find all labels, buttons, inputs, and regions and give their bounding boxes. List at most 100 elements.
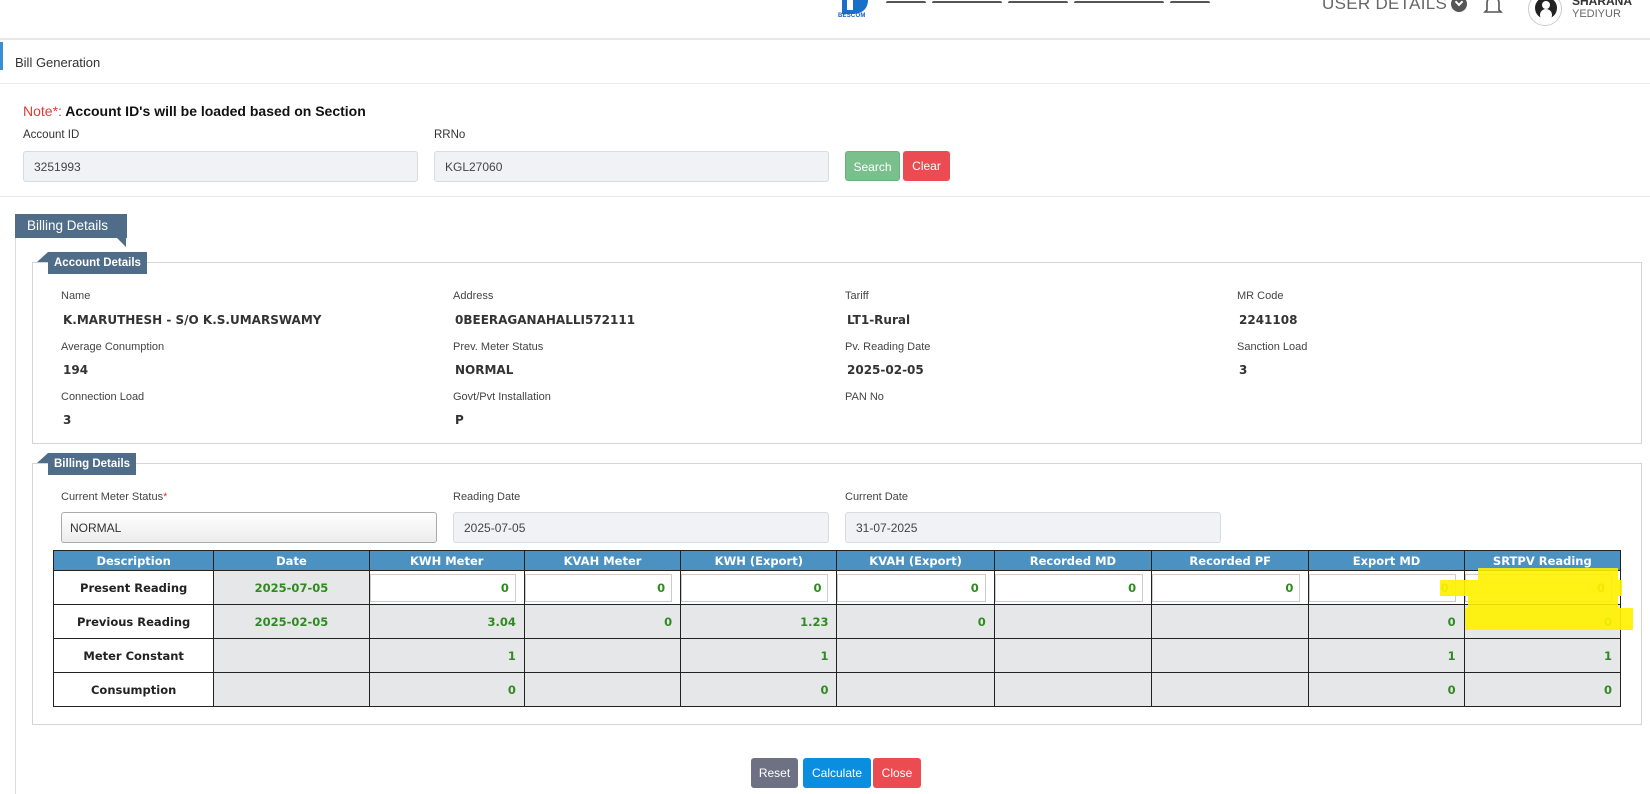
current-date-label: Current Date <box>845 491 908 503</box>
column-header: KVAH Meter <box>523 550 682 571</box>
kwh-meter-input[interactable]: 0 <box>368 570 525 605</box>
highlight-mark <box>1465 608 1633 630</box>
account-id-label: Account ID <box>23 129 80 141</box>
row-description: Consumption <box>52 672 215 707</box>
cell-value: 0 <box>524 573 673 602</box>
row-date <box>213 672 370 707</box>
bescom-logo-icon <box>842 0 868 14</box>
highlight-mark <box>1468 596 1618 608</box>
table-cell <box>993 672 1153 707</box>
avg-consumption-label: Average Conumption <box>61 341 165 353</box>
billing-details-legend: Billing Details <box>36 453 137 475</box>
table-cell: 1 <box>368 638 525 673</box>
govt-pvt-value: P <box>455 413 464 427</box>
avatar[interactable] <box>1528 0 1562 26</box>
user-details-menu[interactable]: USER DETAILS <box>1322 0 1468 14</box>
table-row-consumption: Consumption 0 0 0 0 <box>52 672 1622 707</box>
highlight-mark <box>1478 568 1618 580</box>
name-value: K.MARUTHESH - S/O K.S.UMARSWAMY <box>63 313 322 327</box>
cell-value: 0 <box>1309 573 1456 602</box>
rrno-input[interactable]: KGL27060 <box>434 151 829 182</box>
tariff-label: Tariff <box>845 290 869 302</box>
table-cell <box>1151 638 1310 673</box>
user-name: SHARANA <box>1572 0 1632 8</box>
reading-date-label: Reading Date <box>453 491 521 503</box>
column-header: KWH (Export) <box>680 550 838 571</box>
tariff-value: LT1-Rural <box>847 313 911 327</box>
table-cell: 1 <box>1308 638 1465 673</box>
current-meter-status-select[interactable]: NORMAL <box>61 512 437 543</box>
column-header: Date <box>213 550 370 571</box>
account-id-input[interactable]: 3251993 <box>23 151 418 182</box>
required-marker: * <box>163 491 168 503</box>
rrno-label: RRNo <box>434 129 466 141</box>
row-date: 2025-02-05 <box>213 604 370 639</box>
reading-date-input[interactable]: 2025-07-05 <box>453 512 829 543</box>
table-cell: 3.04 <box>368 604 525 639</box>
govt-pvt-label: Govt/Pvt Installation <box>453 391 551 403</box>
search-button[interactable]: Search <box>845 151 900 181</box>
note-prefix: Note*: <box>23 103 62 119</box>
kvah-export-input[interactable]: 0 <box>836 570 995 605</box>
pan-no-label: PAN No <box>845 391 884 403</box>
table-cell <box>1151 604 1310 639</box>
address-value: 0BEERAGANAHALLI572111 <box>455 313 636 327</box>
chevron-down-icon <box>1451 0 1468 12</box>
prev-meter-status-value: NORMAL <box>455 363 514 377</box>
table-row-previous-reading: Previous Reading 2025-02-05 3.04 0 1.23 … <box>52 604 1622 639</box>
row-description: Previous Reading <box>52 604 215 639</box>
table-cell: 0 <box>1463 672 1622 707</box>
connection-load-value: 3 <box>63 413 72 427</box>
table-cell: 0 <box>680 672 838 707</box>
page-header: Bill Generation <box>0 42 1650 84</box>
table-cell <box>523 638 682 673</box>
pv-reading-date-label: Pv. Reading Date <box>845 341 931 353</box>
tab-billing-details: Billing Details <box>15 214 127 238</box>
billing-frame <box>15 234 1650 794</box>
kvah-meter-input[interactable]: 0 <box>523 570 682 605</box>
cell-value: 0 <box>1152 573 1301 602</box>
cell-value: 0 <box>681 573 829 602</box>
close-button[interactable]: Close <box>873 758 921 788</box>
name-label: Name <box>61 290 91 302</box>
account-details-panel <box>32 262 1642 444</box>
clear-button[interactable]: Clear <box>903 151 950 181</box>
table-cell: 1.23 <box>680 604 838 639</box>
column-header: Description <box>52 550 215 571</box>
highlight-mark <box>1440 580 1622 596</box>
table-cell: 1 <box>1463 638 1622 673</box>
mr-code-value: 2241108 <box>1239 313 1298 327</box>
readings-table: Description Date KWH Meter KVAH Meter KW… <box>52 550 1622 707</box>
sanction-load-label: Sanction Load <box>1237 341 1308 353</box>
table-row-present-reading: Present Reading 2025-07-05 0 0 0 0 0 0 0… <box>52 570 1622 605</box>
cell-value: 0 <box>994 573 1144 602</box>
table-cell <box>993 604 1153 639</box>
table-cell: 0 <box>523 604 682 639</box>
address-label: Address <box>453 290 494 302</box>
logo-text: BESCOM <box>838 13 866 19</box>
table-cell: 1 <box>680 638 838 673</box>
bell-icon[interactable] <box>1482 0 1504 16</box>
divider <box>0 196 1650 197</box>
column-header: KVAH (Export) <box>836 550 995 571</box>
recorded-pf-input[interactable]: 0 <box>1151 570 1310 605</box>
current-date-input: 31-07-2025 <box>845 512 1221 543</box>
tab-tail <box>117 238 126 247</box>
table-cell <box>993 638 1153 673</box>
table-header-row: Description Date KWH Meter KVAH Meter KW… <box>52 550 1622 571</box>
account-details-legend: Account Details <box>37 252 147 274</box>
recorded-md-input[interactable]: 0 <box>993 570 1153 605</box>
kwh-export-input[interactable]: 0 <box>680 570 838 605</box>
user-location: YEDIYUR <box>1572 8 1621 20</box>
row-description: Present Reading <box>52 570 215 605</box>
calculate-button[interactable]: Calculate <box>803 758 871 788</box>
table-cell: 0 <box>368 672 525 707</box>
table-cell <box>836 638 995 673</box>
table-cell <box>1151 672 1310 707</box>
column-header: KWH Meter <box>368 550 525 571</box>
prev-meter-status-label: Prev. Meter Status <box>453 341 544 353</box>
reset-button[interactable]: Reset <box>751 758 798 788</box>
column-header: SRTPV Reading <box>1463 550 1622 571</box>
page-header-accent <box>0 42 3 70</box>
connection-load-label: Connection Load <box>61 391 145 403</box>
